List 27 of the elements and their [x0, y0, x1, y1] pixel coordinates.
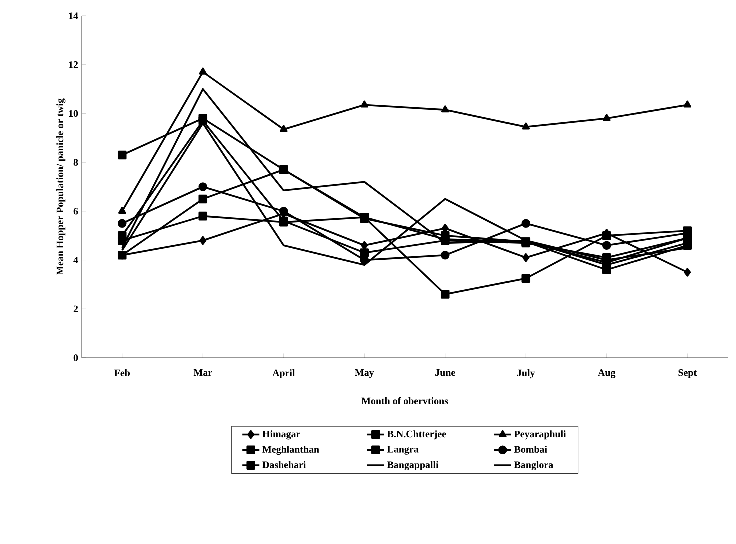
legend-label: Langra	[387, 446, 419, 455]
legend-label: Himagar	[262, 430, 300, 440]
x-tick-label: July	[517, 370, 536, 379]
x-tick-label: Aug	[598, 370, 616, 378]
y-tick-label: 10	[69, 110, 78, 118]
x-axis-title: Month of obervtions	[362, 397, 448, 405]
legend-label: Bombai	[514, 446, 548, 453]
y-tick-label: 6	[74, 208, 78, 215]
y-tick-label: 2	[74, 306, 78, 312]
legend-label: Dashehari	[262, 461, 306, 468]
x-tick-label: April	[272, 370, 296, 379]
x-tick-label: Sept	[678, 370, 697, 378]
x-tick-label: June	[436, 370, 456, 376]
y-tick-label: 12	[69, 62, 78, 68]
legend-label: B.N.Chtterjee	[387, 430, 446, 440]
legend-label: Bangappalli	[387, 461, 439, 470]
y-axis-title: Mean Hopper Population/ panicle or twig	[56, 98, 66, 276]
legend-label: Meghlanthan	[262, 446, 320, 456]
y-tick-label: 0	[74, 354, 78, 362]
legend-label: Banglora	[514, 461, 554, 470]
y-tick-label: 8	[74, 159, 78, 166]
y-tick-label: 4	[74, 257, 78, 264]
legend-label: Peyaraphuli	[514, 430, 566, 440]
y-tick-label: 14	[69, 12, 78, 20]
x-tick-label: May	[355, 370, 374, 378]
x-tick-label: Mar	[194, 370, 212, 376]
x-tick-label: Feb	[114, 370, 130, 377]
